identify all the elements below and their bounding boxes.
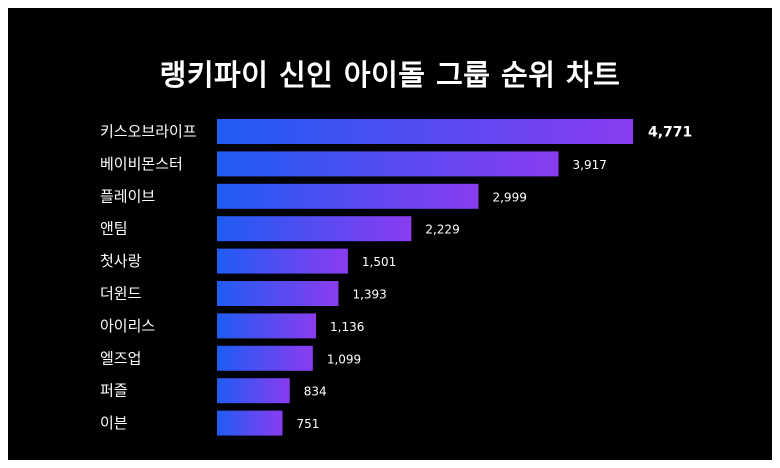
chart-title: 랭키파이 신인 아이돌 그룹 순위 차트	[159, 58, 621, 92]
category-label: 더윈드	[100, 285, 142, 303]
bar	[217, 313, 317, 339]
bar	[217, 281, 339, 306]
bar	[217, 410, 283, 436]
category-label: 첫사랑	[100, 252, 142, 270]
value-label: 1,501	[362, 255, 396, 269]
value-label: 751	[296, 417, 319, 431]
category-label: 앤팀	[100, 220, 128, 238]
bar	[217, 345, 313, 371]
category-label: 키스오브라이프	[100, 123, 197, 141]
category-label: 퍼즐	[100, 382, 128, 400]
category-label: 아이리스	[100, 317, 155, 335]
category-label: 플레이브	[100, 187, 155, 205]
value-label: 2,999	[492, 190, 526, 204]
value-label: 4,771	[648, 125, 692, 141]
category-label: 엘즈업	[100, 349, 141, 367]
bar-chart: 키스오브라이프 4,771 베이비몬스터 3,917 플레이브 2,999 앤팀 2,229 첫…	[100, 119, 692, 436]
value-label: 834	[304, 385, 327, 399]
bar	[217, 151, 559, 177]
bar	[217, 216, 412, 242]
bar	[217, 119, 633, 144]
bar	[217, 248, 348, 274]
value-label: 1,393	[352, 288, 386, 302]
chart-frame: 랭키파이 신인 아이돌 그룹 순위 차트 키스오브라이프 4,771 베이비몬스터 3…	[8, 8, 772, 460]
bar	[217, 183, 479, 209]
bars-group: 키스오브라이프 4,771 베이비몬스터 3,917 플레이브 2,999 앤팀 2,229 첫…	[100, 119, 692, 436]
category-label: 베이비몬스터	[100, 155, 183, 173]
category-label: 이븐	[100, 414, 128, 432]
value-label: 3,917	[573, 158, 607, 172]
value-label: 1,136	[330, 320, 364, 334]
value-label: 1,099	[327, 352, 361, 366]
value-label: 2,229	[425, 223, 459, 237]
bar	[217, 378, 290, 404]
